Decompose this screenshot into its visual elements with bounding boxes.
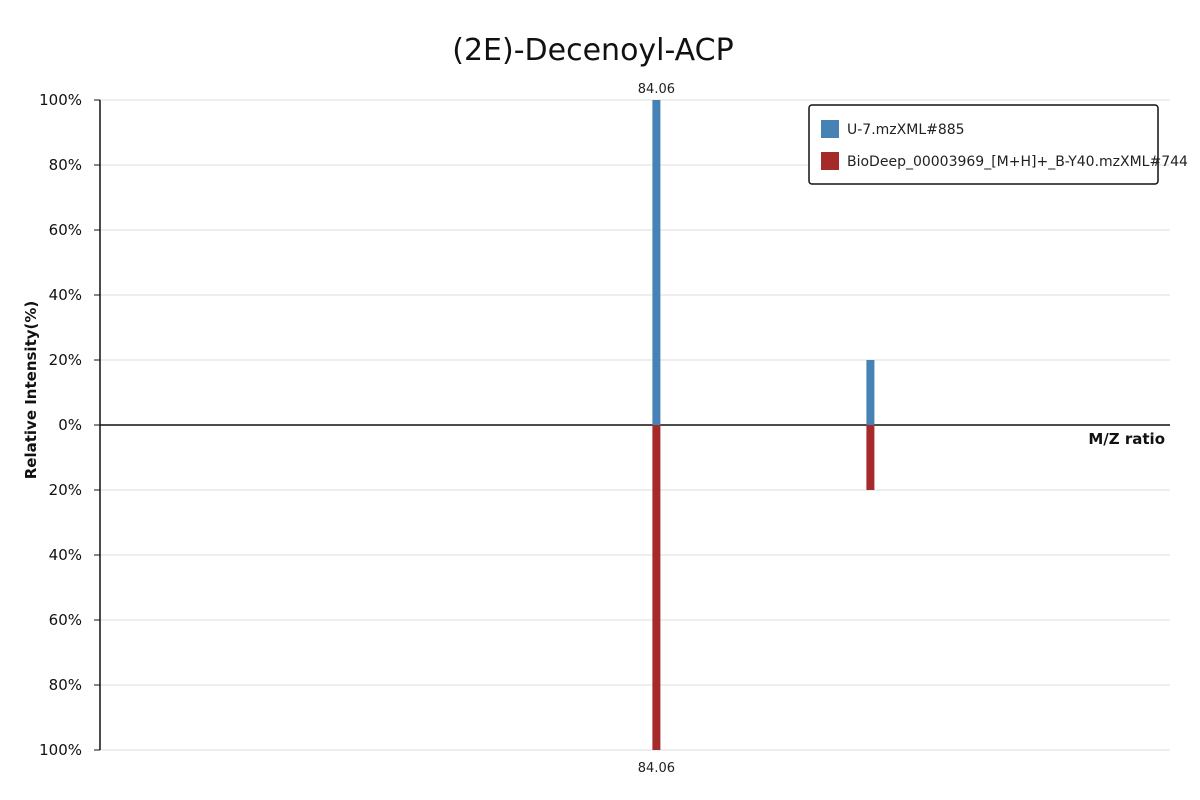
y-tick-label: 40% [49, 546, 82, 564]
y-axis-label: Relative Intensity(%) [22, 301, 40, 480]
legend: U-7.mzXML#885 BioDeep_00003969_[M+H]+_B-Y… [808, 104, 1188, 185]
peak-mz-label: 84.06 [638, 761, 675, 776]
peak-labels: 84.06 84.06 [638, 82, 675, 776]
legend-entry-label: U-7.mzXML#885 [847, 122, 965, 138]
y-tick-label: 40% [49, 286, 82, 304]
x-axis-label: M/Z ratio [1088, 430, 1165, 448]
query-peak-bar [652, 100, 661, 425]
reference-peak-bar [866, 425, 875, 490]
y-tick-label: 0% [58, 416, 82, 434]
y-tick-label: 80% [49, 676, 82, 694]
legend-swatch [821, 152, 839, 170]
legend-swatch [821, 120, 839, 138]
peak-mz-label: 84.06 [638, 82, 675, 97]
y-tick-label: 100% [39, 741, 82, 759]
y-axis-ticks: 100% 80% 60% 40% 20% 0% 20% 40% 60% 80% 100% [39, 91, 100, 759]
y-tick-label: 100% [39, 91, 82, 109]
chart-title: (2E)-Decenoyl-ACP [452, 33, 733, 68]
y-tick-label: 80% [49, 156, 82, 174]
y-tick-label: 60% [49, 221, 82, 239]
reference-peak-bar [652, 425, 661, 750]
query-peak-bar [866, 360, 875, 425]
y-tick-label: 20% [49, 481, 82, 499]
peak-bars [652, 100, 875, 750]
y-tick-label: 60% [49, 611, 82, 629]
legend-box [808, 104, 1159, 185]
legend-entry-label: BioDeep_00003969_[M+H]+_B-Y40.mzXML#744 [847, 154, 1188, 170]
y-tick-label: 20% [49, 351, 82, 369]
